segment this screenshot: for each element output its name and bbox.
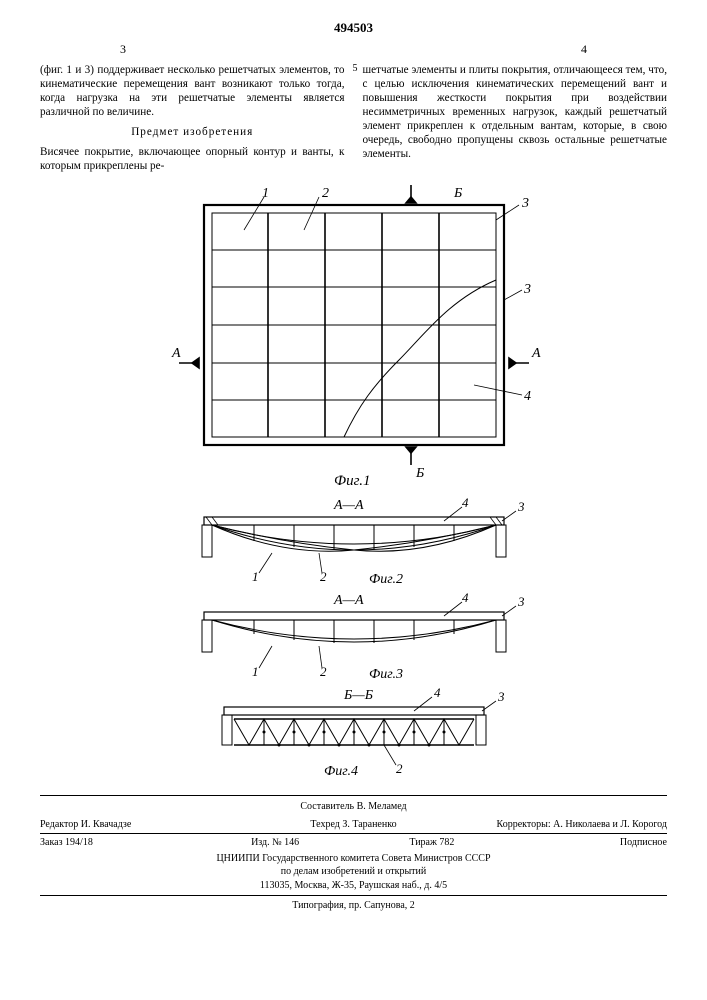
fig4-label-4: 4 [434,685,441,700]
address: 113035, Москва, Ж-35, Раушская наб., д. … [40,879,667,893]
fig2-label-2: 2 [320,569,327,584]
fig1-label-2: 2 [322,186,329,201]
fig1-label-3b: 3 [523,282,531,297]
fig3-caption: Фиг.3 [369,667,403,682]
fig1-label-B-top: Б [453,186,462,201]
left-para-1: (фиг. 1 и 3) поддерживает несколько реше… [40,63,345,119]
footer: Составитель В. Меламед Редактор И. Квача… [40,795,667,913]
fig3-label-2: 2 [320,664,327,679]
edition-no: Изд. № 146 [197,836,354,850]
figures: 1 2 Б 3 3 4 А А Б Фиг.1 А—А [40,185,667,785]
page: 494503 3 4 (фиг. 1 и 3) поддерживает нес… [0,0,707,933]
fig1-label-1: 1 [262,186,269,201]
figure-4: Б—Б [144,685,564,785]
figure-2: А—А [144,495,564,590]
page-num-right: 4 [581,42,587,57]
fig1-label-A-right: А [531,346,541,361]
org-line-2: по делам изобретений и открытий [40,865,667,879]
fig1-label-B-bot: Б [415,466,424,481]
figure-3: А—А [144,590,564,685]
text-columns: (фиг. 1 и 3) поддерживает несколько реше… [40,63,667,173]
compiler: Составитель В. Меламед [40,800,667,814]
fig4-label-3: 3 [497,689,505,704]
right-para-1: шетчатые элементы и плиты покрытия, отли… [363,63,668,161]
order-no: Заказ 194/18 [40,836,197,850]
tech-editor: Техред З. Тараненко [249,818,458,832]
editor: Редактор И. Квачадзе [40,818,249,832]
fig2-section: А—А [333,498,364,513]
fig1-caption: Фиг.1 [334,473,370,489]
fig4-caption: Фиг.4 [324,764,358,779]
left-column: (фиг. 1 и 3) поддерживает несколько реше… [40,63,345,173]
fig2-label-1: 1 [252,569,259,584]
print-run: Тираж 782 [354,836,511,850]
fig3-label-1: 1 [252,664,259,679]
proofreaders: Корректоры: А. Николаева и Л. Корогод [458,818,667,832]
left-para-2: Висячее покрытие, включающее опорный кон… [40,145,345,173]
typography: Типография, пр. Сапунова, 2 [40,895,667,913]
fig2-label-3: 3 [517,499,525,514]
subscription: Подписное [510,836,667,850]
fig1-label-4: 4 [524,389,531,404]
org-line-1: ЦНИИПИ Государственного комитета Совета … [40,852,667,866]
fig2-label-4: 4 [462,495,469,510]
fig1-label-A-left: А [171,346,181,361]
fig3-label-3: 3 [517,594,525,609]
subject-heading: Предмет изобретения [40,125,345,139]
fig1-label-3a: 3 [521,196,529,211]
doc-number: 494503 [40,20,667,36]
fig3-label-4: 4 [462,590,469,605]
fig4-section: Б—Б [343,688,373,703]
fig2-caption: Фиг.2 [369,572,403,587]
right-column: шетчатые элементы и плиты покрытия, отли… [363,63,668,173]
page-numbers: 3 4 [120,42,587,57]
figure-1: 1 2 Б 3 3 4 А А Б Фиг.1 [144,185,564,495]
fig3-section: А—А [333,593,364,608]
page-num-left: 3 [120,42,126,57]
fig4-label-2: 2 [396,761,403,776]
